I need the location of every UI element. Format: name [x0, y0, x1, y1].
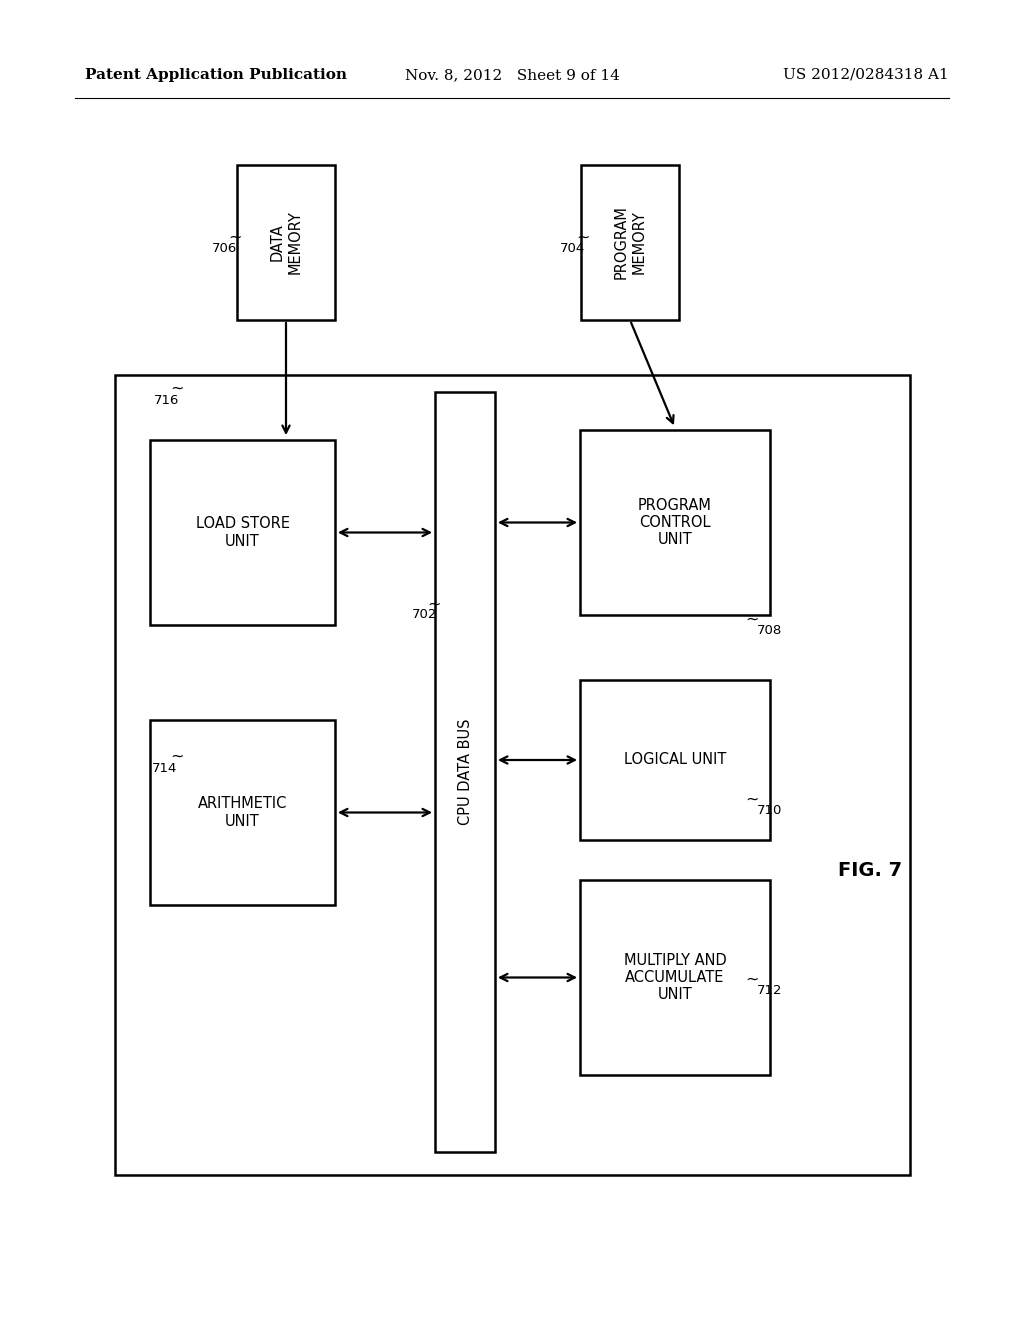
Text: Nov. 8, 2012   Sheet 9 of 14: Nov. 8, 2012 Sheet 9 of 14 [404, 69, 620, 82]
Text: ARITHMETIC
UNIT: ARITHMETIC UNIT [198, 796, 287, 829]
Text: 710: 710 [757, 804, 782, 817]
Bar [150, 440, 335, 624]
Text: 714: 714 [152, 762, 177, 775]
Bar [581, 165, 679, 319]
Text: 708: 708 [757, 623, 782, 636]
Text: PROGRAM
CONTROL
UNIT: PROGRAM CONTROL UNIT [638, 498, 712, 548]
Text: CPU DATA BUS: CPU DATA BUS [458, 719, 472, 825]
Text: ~: ~ [745, 972, 759, 986]
Bar [580, 430, 770, 615]
Text: US 2012/0284318 A1: US 2012/0284318 A1 [783, 69, 949, 82]
Text: Patent Application Publication: Patent Application Publication [85, 69, 347, 82]
Text: LOGICAL UNIT: LOGICAL UNIT [624, 752, 726, 767]
Text: PROGRAM
MEMORY: PROGRAM MEMORY [613, 206, 646, 280]
Text: ~: ~ [575, 230, 590, 244]
Text: ~: ~ [745, 792, 759, 807]
Text: FIG. 7: FIG. 7 [838, 861, 902, 879]
Text: MULTIPLY AND
ACCUMULATE
UNIT: MULTIPLY AND ACCUMULATE UNIT [624, 953, 726, 1002]
Text: 704: 704 [560, 242, 586, 255]
Text: ~: ~ [745, 611, 759, 627]
Text: 716: 716 [154, 393, 179, 407]
Text: LOAD STORE
UNIT: LOAD STORE UNIT [196, 516, 290, 549]
Bar [237, 165, 335, 319]
Text: ~: ~ [228, 230, 242, 244]
Text: ~: ~ [170, 380, 183, 396]
Text: ~: ~ [427, 597, 440, 611]
Text: 706: 706 [212, 242, 238, 255]
Bar [580, 680, 770, 840]
Bar [150, 719, 335, 906]
Text: DATA
MEMORY: DATA MEMORY [269, 211, 302, 275]
Bar [115, 375, 910, 1175]
Text: ~: ~ [170, 748, 183, 763]
Bar [435, 392, 495, 1152]
Bar [580, 880, 770, 1074]
Text: 702: 702 [412, 609, 437, 622]
Text: 712: 712 [757, 983, 782, 997]
